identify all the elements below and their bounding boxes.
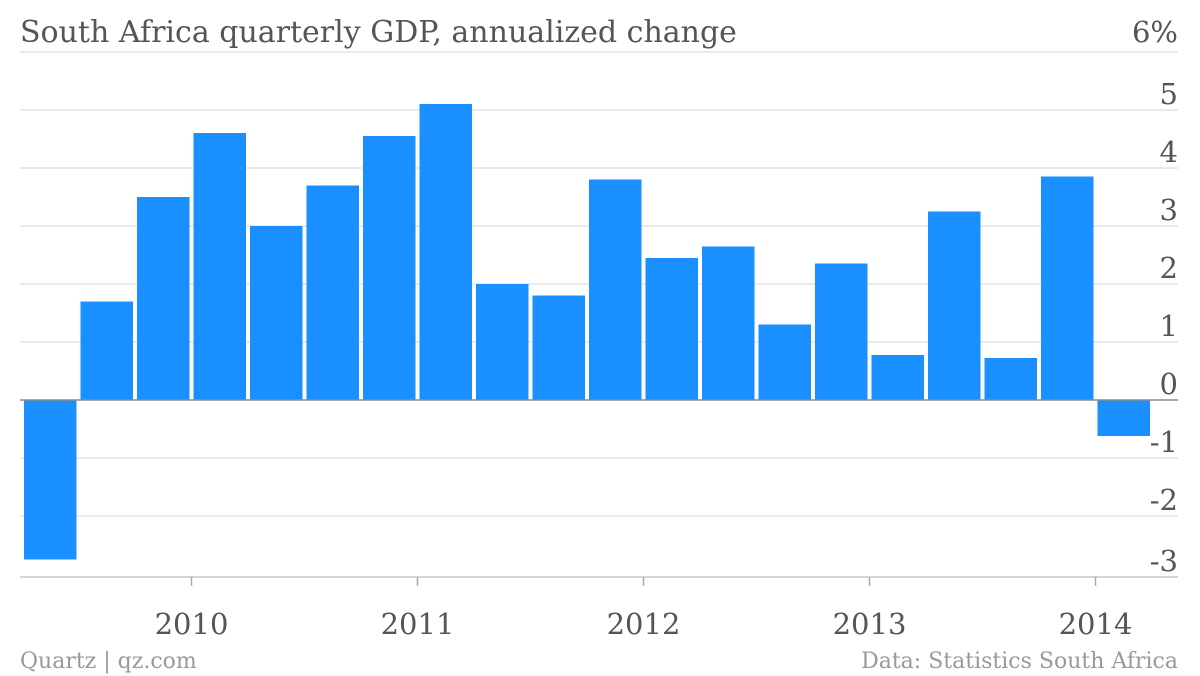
y-tick-label: 2 xyxy=(1160,251,1178,285)
bar xyxy=(645,257,698,400)
x-axis: 2010 2011 2012 2013 2014 xyxy=(20,576,1178,641)
x-tick-label: 2013 xyxy=(833,607,907,641)
bar xyxy=(928,211,981,400)
bar xyxy=(1097,400,1150,436)
y-tick-label: -1 xyxy=(1150,425,1178,459)
bar xyxy=(363,136,416,400)
bar xyxy=(306,185,359,400)
bar xyxy=(702,246,755,400)
y-tick-label: 4 xyxy=(1160,135,1178,169)
y-tick-labels: -3 -2 -1 0 1 2 3 4 5 6% xyxy=(1132,15,1178,578)
bar xyxy=(532,295,585,400)
source-left: Quartz | qz.com xyxy=(20,649,197,674)
x-tick-label: 2012 xyxy=(607,607,681,641)
bar xyxy=(80,301,133,400)
bar xyxy=(137,197,190,400)
bar xyxy=(984,358,1037,400)
source-right: Data: Statistics South Africa xyxy=(861,649,1178,674)
bar xyxy=(1041,176,1094,400)
y-tick-label: 5 xyxy=(1160,77,1178,111)
bar xyxy=(24,400,77,560)
bars xyxy=(24,104,1150,560)
y-tick-label: 6% xyxy=(1132,15,1178,49)
bar xyxy=(193,133,246,400)
chart-title: South Africa quarterly GDP, annualized c… xyxy=(20,15,737,50)
y-tick-label: -3 xyxy=(1150,544,1178,578)
y-tick-label: 0 xyxy=(1160,367,1178,401)
x-tick-label: 2010 xyxy=(155,607,229,641)
bar xyxy=(871,354,924,400)
y-tick-label: 3 xyxy=(1160,193,1178,227)
y-tick-label: -2 xyxy=(1150,483,1178,517)
x-tick-label: 2014 xyxy=(1059,607,1133,641)
bar xyxy=(476,284,529,400)
bar xyxy=(815,263,868,400)
bar xyxy=(758,324,811,400)
y-tick-label: 1 xyxy=(1160,309,1178,343)
bar xyxy=(250,226,303,400)
x-tick-label: 2011 xyxy=(381,607,455,641)
bar xyxy=(589,179,642,400)
bar xyxy=(419,104,472,400)
